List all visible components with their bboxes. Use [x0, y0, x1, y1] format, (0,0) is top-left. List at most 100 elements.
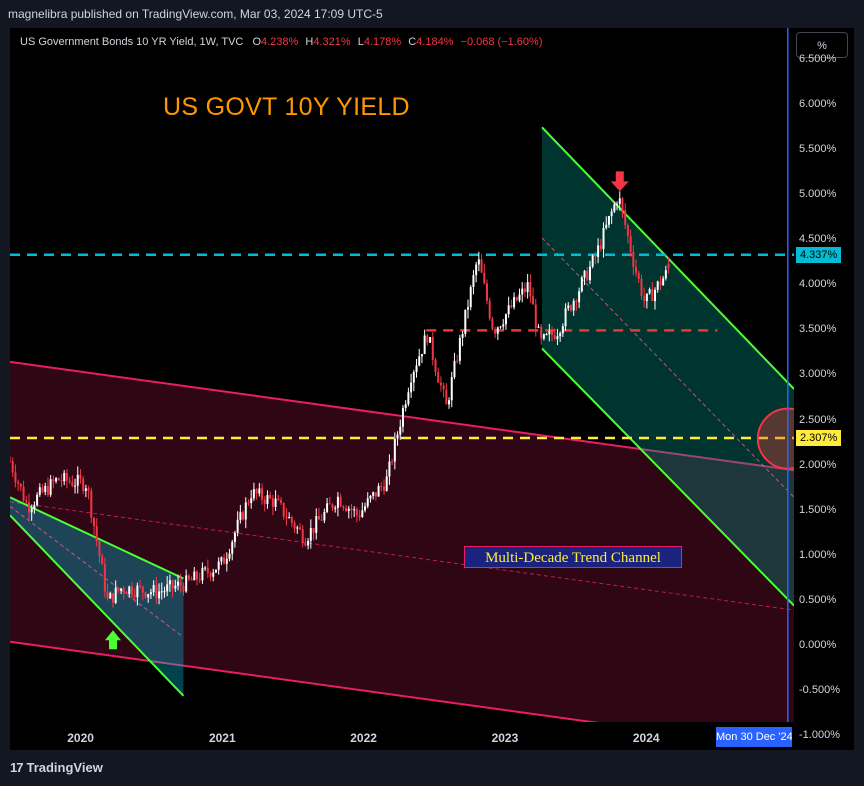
candle-body-7	[27, 502, 30, 513]
candle-body-80	[225, 558, 228, 564]
candle-body-167	[461, 333, 464, 338]
candle-body-56	[160, 591, 163, 593]
candle-body-111	[309, 527, 312, 541]
candle-body-206	[567, 305, 570, 309]
candle-body-109	[304, 543, 307, 546]
candle-body-209	[575, 300, 578, 303]
candle-body-234	[643, 296, 646, 301]
channel-upper-line-2	[541, 126, 794, 390]
candle-body-8	[30, 508, 33, 513]
candle-body-240	[659, 281, 662, 286]
year-tick-label: 2022	[350, 731, 377, 745]
candle-body-185	[510, 305, 513, 308]
candle-body-33	[98, 540, 101, 556]
candle-body-50	[144, 592, 147, 598]
candle-body-179	[494, 329, 497, 334]
candle-body-92	[258, 488, 261, 494]
candle-body-207	[569, 305, 572, 311]
candle-body-2	[14, 472, 17, 483]
candle-body-162	[448, 400, 451, 405]
candle-body-83	[233, 532, 236, 542]
candle-body-89	[250, 498, 253, 504]
candle-body-213	[586, 270, 589, 281]
percent-scale-button[interactable]: %	[796, 32, 848, 58]
candle-body-121	[336, 496, 339, 508]
candle-body-17	[55, 478, 58, 482]
candle-body-35	[103, 564, 106, 592]
candle-body-114	[317, 516, 320, 520]
legend-low: 4.178%	[363, 36, 402, 48]
candle-body-15	[49, 479, 52, 495]
candle-body-180	[496, 327, 499, 334]
candle-body-71	[201, 567, 204, 581]
candle-body-47	[136, 585, 139, 598]
candle-body-53	[152, 585, 155, 593]
candle-body-82	[231, 541, 234, 554]
candle-body-169	[467, 307, 470, 310]
candle-body-0	[10, 461, 11, 463]
candle-body-66	[187, 575, 190, 580]
candle-body-125	[347, 508, 350, 512]
time-axis[interactable]	[10, 722, 794, 750]
candle-body-113	[315, 516, 318, 533]
candle-body-155	[429, 337, 432, 343]
candle-body-108	[301, 529, 304, 544]
price-axis[interactable]	[794, 28, 854, 750]
candle-body-40	[117, 588, 120, 591]
candle-body-100	[280, 500, 283, 503]
candle-body-39	[114, 588, 117, 603]
publisher-text: magnelibra published on TradingView.com,…	[8, 7, 383, 21]
year-tick-label: 2023	[491, 731, 519, 745]
candle-body-55	[158, 591, 161, 599]
candle-body-57	[163, 591, 166, 593]
candle-body-143	[396, 434, 399, 439]
candle-body-131	[364, 506, 367, 511]
tradingview-logo[interactable]: 17 TradingView	[10, 760, 103, 775]
candle-body-152	[420, 354, 423, 357]
candle-body-215	[591, 255, 594, 267]
price-tick-label: 1.000%	[799, 548, 837, 561]
candle-body-67	[190, 579, 193, 581]
candle-body-148	[410, 382, 413, 393]
chart-canvas[interactable]	[10, 28, 794, 750]
candle-body-163	[450, 377, 453, 401]
candle-body-197	[542, 334, 545, 339]
candle-body-223	[613, 204, 616, 212]
price-tick-label: 3.500%	[799, 323, 837, 336]
candle-body-69	[195, 571, 198, 580]
candle-body-102	[285, 516, 288, 519]
candle-body-124	[345, 508, 348, 512]
candle-body-1	[11, 461, 14, 473]
candle-body-13	[44, 485, 47, 493]
price-tick-label: 4.500%	[799, 233, 837, 246]
candle-body-18	[57, 478, 60, 481]
candle-body-130	[361, 510, 364, 517]
candle-body-48	[139, 585, 142, 587]
candle-body-236	[648, 289, 651, 294]
candle-body-88	[247, 502, 250, 504]
red-down-arrow-icon	[610, 171, 629, 192]
candle-body-85	[239, 512, 242, 520]
candle-body-36	[106, 591, 109, 599]
channel-fill-1	[10, 497, 184, 696]
chart-area[interactable]	[10, 28, 794, 750]
candle-body-217	[597, 245, 600, 257]
candle-body-129	[358, 515, 361, 517]
candle-body-149	[412, 371, 415, 383]
candle-body-59	[168, 580, 171, 585]
candle-body-97	[271, 498, 274, 507]
candle-body-140	[388, 461, 391, 477]
candle-body-228	[626, 225, 629, 236]
candle-body-44	[128, 586, 131, 595]
candle-body-110	[307, 540, 310, 546]
candle-body-183	[504, 314, 507, 325]
candle-body-181	[499, 326, 502, 328]
price-tick-label: 1.500%	[799, 503, 837, 516]
candle-body-61	[174, 585, 177, 589]
legend-o-label: O	[252, 36, 261, 48]
candle-body-219	[602, 227, 605, 249]
candle-body-106	[296, 527, 299, 529]
crosshair-date-badge: Mon 30 Dec '24	[716, 727, 792, 747]
price-tick-label: 0.500%	[799, 594, 837, 607]
current-price-badge: 4.337%	[796, 246, 842, 263]
